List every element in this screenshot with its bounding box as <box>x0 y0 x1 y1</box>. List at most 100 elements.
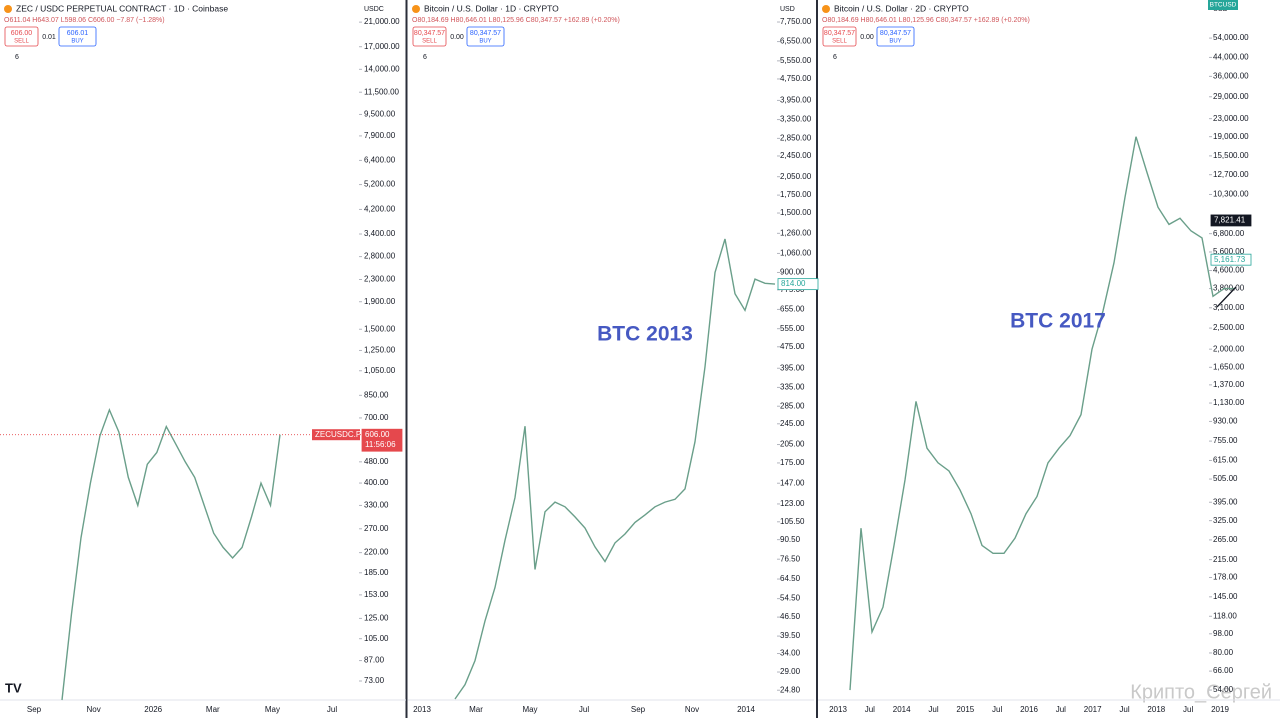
x-tick-label: Jul <box>1183 705 1193 714</box>
price-label: 5,161.73 <box>1214 255 1246 264</box>
sell-label: SELL <box>832 39 847 45</box>
y-tick-label: 54,000.00 <box>1213 33 1249 42</box>
x-tick-label: May <box>522 705 537 714</box>
y-tick-label: 98.00 <box>1213 629 1234 638</box>
buy-button[interactable] <box>876 26 915 47</box>
y-tick-label: 24.80 <box>780 685 801 694</box>
y-tick-label: 475.00 <box>780 342 805 351</box>
y-tick-label: 1,130.00 <box>1213 398 1245 407</box>
buy-button[interactable] <box>466 26 505 47</box>
y-tick-label: 6,550.00 <box>780 37 812 46</box>
y-tick-label: 930.00 <box>1213 417 1238 426</box>
price-label-box <box>1210 214 1252 227</box>
ohlc-values: O80,184.69 H80,646.01 L80,125.96 C80,347… <box>822 17 1030 24</box>
y-tick-label: 4,200.00 <box>364 205 396 214</box>
sell-label: SELL <box>14 39 29 45</box>
symbol-icon <box>412 5 420 13</box>
ohlc-values: O611.04 H643.07 L598.06 C606.00 −7.87 (−… <box>4 17 165 24</box>
y-tick-label: 1,060.00 <box>780 249 812 258</box>
sell-price: 80,347.57 <box>414 30 445 37</box>
y-tick-label: 5,200.00 <box>364 180 396 189</box>
price-line <box>61 408 281 701</box>
y-tick-label: 125.00 <box>364 614 389 623</box>
y-tick-label: 7,750.00 <box>780 17 812 26</box>
y-tick-label: 335.00 <box>780 383 805 392</box>
tv-logo: TV <box>5 680 22 695</box>
sell-button[interactable] <box>4 26 39 47</box>
y-tick-label: 66.00 <box>1213 666 1234 675</box>
y-tick-label: 29,000.00 <box>1213 92 1249 101</box>
sell-button[interactable] <box>412 26 447 47</box>
y-tick-label: 4,600.00 <box>1213 266 1245 275</box>
symbol-icon <box>822 5 830 13</box>
symbol-title: Bitcoin / U.S. Dollar · 2D · CRYPTO <box>834 3 969 13</box>
x-tick-label: Jul <box>327 705 337 714</box>
y-tick-label: 270.00 <box>364 524 389 533</box>
y-tick-label: 1,050.00 <box>364 366 396 375</box>
price-label: 814.00 <box>781 279 806 288</box>
watermark: Крипто_Сергей <box>1130 681 1272 703</box>
y-tick-label: 245.00 <box>780 419 805 428</box>
y-tick-label: 54.50 <box>780 594 801 603</box>
y-tick-label: 147.00 <box>780 478 805 487</box>
x-tick-label: Sep <box>27 705 42 714</box>
y-tick-label: 44,000.00 <box>1213 53 1249 62</box>
x-tick-label: Jul <box>992 705 1002 714</box>
y-tick-label: 46.50 <box>780 612 801 621</box>
y-tick-label: 3,100.00 <box>1213 303 1245 312</box>
symbol-title: ZEC / USDC PERPETUAL CONTRACT · 1D · Coi… <box>16 3 228 13</box>
x-tick-label: May <box>265 705 280 714</box>
countdown: 11:56:06 <box>365 440 396 449</box>
indicator-count: 6 <box>15 54 19 61</box>
y-tick-label: 655.00 <box>780 305 805 314</box>
indicator-count: 6 <box>423 54 427 61</box>
y-tick-label: 1,900.00 <box>364 297 396 306</box>
x-tick-label: 2016 <box>1020 705 1038 714</box>
y-tick-label: 12,700.00 <box>1213 170 1249 179</box>
price-line <box>849 136 1235 691</box>
y-tick-label: 73.00 <box>364 676 385 685</box>
y-tick-label: 87.00 <box>364 656 385 665</box>
y-tick-label: 2,800.00 <box>364 252 396 261</box>
y-tick-label: 29.00 <box>780 667 801 676</box>
x-tick-label: 2026 <box>144 705 162 714</box>
y-tick-label: 700.00 <box>364 413 389 422</box>
y-tick-label: 80.00 <box>1213 648 1234 657</box>
trend-line <box>1216 286 1237 308</box>
symbol-tag-bg <box>1208 0 1238 10</box>
buy-price: 80,347.57 <box>470 30 501 37</box>
sell-price: 606.00 <box>11 30 33 37</box>
y-tick-label: 265.00 <box>1213 535 1238 544</box>
y-tick-label: 34.00 <box>780 649 801 658</box>
y-tick-label: 21,000.00 <box>364 17 400 26</box>
buy-button[interactable] <box>58 26 97 47</box>
y-tick-label: 1,260.00 <box>780 228 812 237</box>
y-tick-label: 123.00 <box>780 499 805 508</box>
indicator-count: 6 <box>833 54 837 61</box>
y-tick-label: 19,000.00 <box>1213 132 1249 141</box>
y-tick-label: 11,500.00 <box>364 87 400 96</box>
annotation: BTC 2017 <box>1010 310 1106 333</box>
x-tick-label: Mar <box>206 705 220 714</box>
y-tick-label: 1,370.00 <box>1213 380 1245 389</box>
buy-price: 80,347.57 <box>880 30 911 37</box>
x-tick-label: Nov <box>685 705 699 714</box>
y-tick-label: 615.00 <box>1213 456 1238 465</box>
buy-label: BUY <box>889 39 901 45</box>
y-tick-label: 2,450.00 <box>780 151 812 160</box>
y-tick-label: 6,800.00 <box>1213 229 1245 238</box>
y-tick-label: 2,000.00 <box>1213 344 1245 353</box>
y-tick-label: 900.00 <box>780 268 805 277</box>
symbol-label-box <box>312 429 360 441</box>
y-tick-label: 7,900.00 <box>364 131 396 140</box>
y-tick-label: 4,750.00 <box>780 74 812 83</box>
y-tick-label: 325.00 <box>1213 516 1238 525</box>
x-tick-label: Mar <box>469 705 483 714</box>
x-tick-label: 2019 <box>1211 705 1229 714</box>
currency: USDC <box>364 6 384 13</box>
y-tick-label: 9,500.00 <box>364 110 396 119</box>
y-tick-label: 6,400.00 <box>364 156 396 165</box>
y-tick-label: 285.00 <box>780 401 805 410</box>
sell-button[interactable] <box>822 26 857 47</box>
